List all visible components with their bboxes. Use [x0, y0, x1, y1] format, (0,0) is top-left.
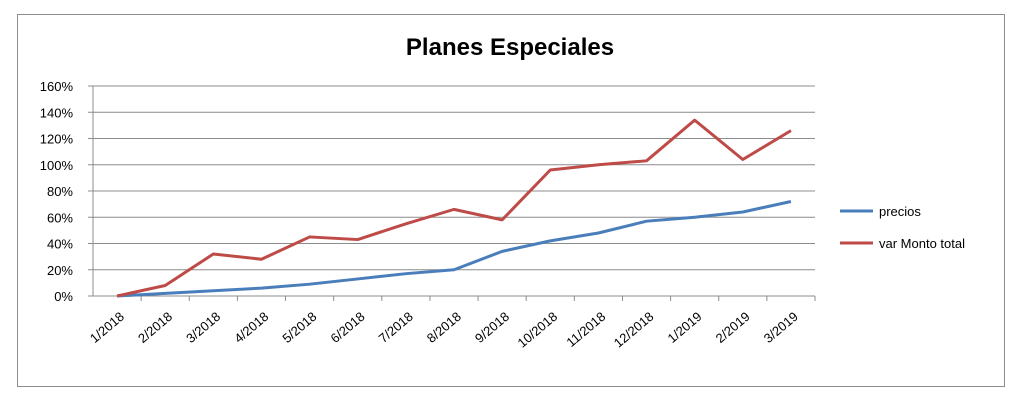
y-tick-label: 100%	[40, 158, 74, 173]
x-tick-label: 2/2019	[713, 309, 753, 346]
y-tick-label: 0%	[54, 289, 73, 304]
x-tick-label: 4/2018	[231, 309, 271, 346]
series-line-0	[116, 200, 792, 298]
y-tick-label: 120%	[40, 132, 74, 147]
y-tick-label: 140%	[40, 105, 74, 120]
x-tick-label: 10/2018	[515, 309, 561, 351]
y-tick-label: 160%	[40, 79, 74, 94]
x-tick-label: 11/2018	[563, 309, 608, 350]
legend-label: var Monto total	[879, 236, 965, 251]
chart-area	[17, 14, 1005, 387]
y-tick-label: 80%	[47, 184, 73, 199]
x-tick-label: 6/2018	[328, 309, 368, 346]
y-tick-label: 20%	[47, 263, 73, 278]
x-tick-label: 1/2019	[664, 309, 704, 346]
chart-title: Planes Especiales	[406, 34, 614, 61]
y-tick-label: 60%	[47, 210, 73, 225]
x-tick-label: 8/2018	[424, 309, 464, 346]
x-tick-label: 1/2018	[87, 309, 127, 346]
x-tick-label: 9/2018	[472, 309, 512, 346]
x-tick-label: 7/2018	[376, 309, 416, 346]
x-tick-label: 3/2019	[761, 309, 801, 346]
x-tick-label: 3/2018	[183, 309, 223, 346]
x-tick-label: 2/2018	[135, 309, 175, 346]
legend-label: precios	[879, 204, 921, 219]
y-tick-label: 40%	[47, 237, 73, 252]
x-tick-label: 5/2018	[279, 309, 319, 346]
x-tick-label: 12/2018	[611, 309, 657, 351]
